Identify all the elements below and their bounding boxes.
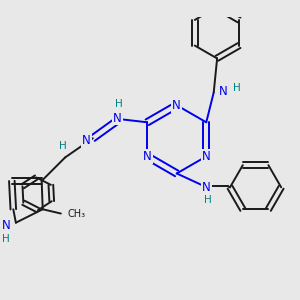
Text: N: N	[202, 150, 211, 163]
Text: H: H	[204, 195, 212, 205]
Text: N: N	[172, 99, 181, 112]
Text: N: N	[219, 85, 228, 98]
Text: N: N	[2, 219, 11, 232]
Text: H: H	[2, 234, 10, 244]
Text: H: H	[115, 99, 122, 109]
Text: N: N	[202, 181, 211, 194]
Text: N: N	[82, 134, 91, 147]
Text: N: N	[143, 150, 152, 163]
Text: CH₃: CH₃	[67, 208, 86, 218]
Text: N: N	[113, 112, 122, 124]
Text: H: H	[233, 83, 241, 93]
Text: H: H	[59, 141, 67, 151]
